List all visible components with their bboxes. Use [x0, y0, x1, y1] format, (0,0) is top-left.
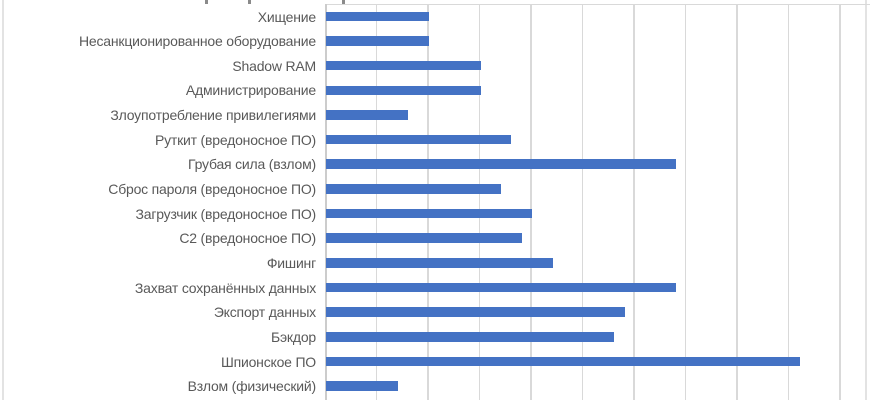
- category-label: Загрузчик (вредоносное ПО): [135, 205, 316, 222]
- chart-row: Бэкдор: [0, 324, 870, 349]
- bar: [326, 208, 532, 219]
- chart-row: Шпионское ПО: [0, 349, 870, 374]
- category-label: Несанкционированное оборудование: [79, 33, 316, 50]
- bar: [326, 134, 512, 145]
- bar: [326, 36, 429, 46]
- bar: [326, 233, 522, 243]
- gridline: [736, 5, 738, 400]
- gridline: [839, 5, 841, 400]
- chart-row: Взлом (физический): [0, 374, 870, 399]
- bar: [326, 381, 399, 391]
- gridline: [787, 5, 790, 400]
- gridline: [581, 5, 584, 400]
- bar: [326, 356, 800, 367]
- chart-row: Загрузчик (вредоносное ПО): [0, 201, 870, 226]
- chart-row: Руткит (вредоносное ПО): [0, 127, 870, 152]
- chart-row: Shadow RAM: [0, 53, 870, 78]
- chart-frame-left: [2, 0, 4, 400]
- chart-row: Грубая сила (взлом): [0, 152, 870, 177]
- category-label: Хищение: [257, 8, 316, 25]
- bar: [326, 258, 553, 268]
- category-label: Шпионское ПО: [220, 353, 316, 370]
- category-label: Злоупотребление привилегиями: [110, 107, 316, 124]
- bar: [326, 85, 481, 96]
- bar: [326, 60, 481, 71]
- chart-row: Захват сохранённых данных: [0, 275, 870, 300]
- category-label: Бэкдор: [271, 328, 316, 345]
- bar: [326, 159, 677, 169]
- clipped-title-fragment: [205, 0, 208, 4]
- gridline: [684, 5, 687, 400]
- gridline: [478, 5, 481, 400]
- gridline: [633, 5, 635, 400]
- bar: [326, 307, 625, 317]
- category-label: Руткит (вредоносное ПО): [154, 131, 316, 148]
- category-label: Грубая сила (взлом): [187, 156, 316, 173]
- category-axis-line: [325, 4, 327, 400]
- chart-row: Администрирование: [0, 78, 870, 103]
- bar: [326, 282, 677, 293]
- bar: [326, 11, 429, 22]
- chart-row: C2 (вредоносное ПО): [0, 226, 870, 251]
- category-label: Администрирование: [185, 82, 316, 99]
- category-label: Экспорт данных: [213, 304, 316, 321]
- category-label: Сброс пароля (вредоносное ПО): [108, 181, 316, 198]
- bar: [326, 184, 502, 194]
- chart-row: Сброс пароля (вредоносное ПО): [0, 177, 870, 202]
- plot-area: [325, 4, 870, 400]
- chart-row: Хищение: [0, 4, 870, 29]
- gridline: [427, 5, 429, 400]
- chart-row: Экспорт данных: [0, 300, 870, 325]
- chart-row: Несанкционированное оборудование: [0, 29, 870, 54]
- chart-frame-right: [865, 0, 867, 400]
- category-label: Захват сохранённых данных: [134, 279, 316, 296]
- chart-row: Злоупотребление привилегиями: [0, 103, 870, 128]
- bar: [326, 332, 615, 342]
- gridline: [375, 5, 378, 400]
- clipped-title-fragment: [342, 0, 345, 4]
- category-label: Shadow RAM: [232, 57, 316, 74]
- clipped-title-fragment: [248, 0, 251, 4]
- chart-row: Фишинг: [0, 251, 870, 276]
- category-label: Взлом (физический): [187, 378, 317, 395]
- category-label: Фишинг: [266, 255, 316, 271]
- bar: [326, 110, 409, 120]
- category-label: C2 (вредоносное ПО): [179, 230, 316, 247]
- gridline: [530, 5, 532, 400]
